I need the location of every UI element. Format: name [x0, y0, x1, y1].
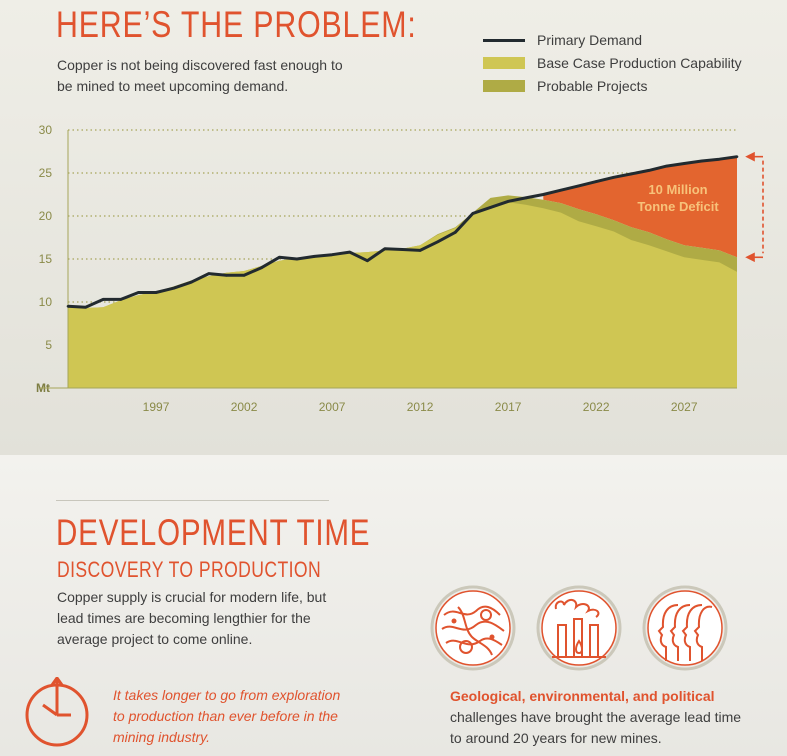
demand-point [348, 250, 351, 254]
section-subtitle: DISCOVERY TO PRODUCTION [57, 557, 322, 582]
demand-point [700, 159, 704, 163]
people-profiles-icon [642, 585, 728, 671]
demand-point [436, 240, 440, 244]
deficit-annotation: Tonne Deficit [637, 199, 719, 214]
demand-point [225, 274, 228, 277]
legend-label: Probable Projects [537, 78, 648, 94]
demand-point [365, 259, 369, 263]
deficit-area [543, 156, 737, 258]
legend-swatch-line [483, 39, 525, 42]
y-tick-label: 5 [45, 338, 52, 352]
demand-point [260, 266, 263, 269]
demand-point [66, 305, 70, 308]
demand-point [454, 231, 457, 234]
topography-icon [430, 585, 516, 671]
demand-point [542, 193, 545, 196]
demand-point [242, 274, 246, 277]
x-tick-label: 2002 [231, 400, 258, 414]
y-tick-label: 10 [39, 295, 53, 309]
demand-point [137, 291, 140, 294]
clock-icon [25, 677, 89, 747]
y-tick-label: 25 [39, 166, 53, 180]
x-tick-label: 2012 [407, 400, 434, 414]
demand-point [119, 298, 123, 301]
demand-point [735, 155, 739, 158]
x-tick-label: 2027 [671, 400, 698, 414]
factory-icon [536, 585, 622, 671]
demand-point [506, 200, 510, 203]
legend-label: Primary Demand [537, 32, 643, 48]
demand-point [489, 206, 492, 209]
challenges-rest: challenges have brought the average lead… [450, 709, 742, 746]
demand-point [682, 162, 686, 165]
chart-subtitle: Copper is not being discovered fast enou… [57, 57, 343, 94]
x-tick-label: 2007 [319, 400, 346, 414]
legend-swatch-base-case [483, 57, 525, 69]
demand-point [277, 255, 281, 259]
demand-point [383, 247, 387, 250]
deficit-annotation: 10 Million [648, 182, 707, 197]
demand-point [647, 169, 651, 172]
base-case-area [68, 202, 737, 388]
demand-point [718, 157, 721, 161]
demand-point [524, 196, 528, 200]
demand-point [313, 255, 316, 258]
demand-point [612, 176, 616, 179]
x-tick-label: 1997 [143, 400, 170, 414]
demand-point [577, 184, 580, 188]
demand-point [665, 164, 668, 168]
demand-point [401, 248, 404, 251]
demand-point [154, 291, 158, 294]
section-title: DEVELOPMENT TIME [56, 512, 371, 553]
demand-point [207, 272, 211, 275]
development-quote: It takes longer to go from exploration t… [113, 687, 341, 745]
y-tick-label: 15 [39, 252, 53, 266]
demand-point [471, 212, 475, 215]
challenge-icons [430, 585, 728, 671]
x-tick-label: 2017 [495, 400, 522, 414]
demand-point [559, 188, 563, 192]
section-body: Copper supply is crucial for modern life… [57, 589, 327, 647]
demand-point [418, 249, 422, 252]
demand-point [330, 253, 334, 256]
demand-point [630, 172, 633, 176]
challenges-text: Geological, environmental, and political… [450, 686, 750, 749]
demand-point [84, 305, 87, 309]
y-tick-label: 20 [39, 209, 53, 223]
x-tick-label: 2022 [583, 400, 610, 414]
section-divider [56, 500, 329, 501]
legend-label: Base Case Production Capability [537, 55, 742, 71]
demand-point [594, 180, 598, 183]
page-title: HERE’S THE PROBLEM: [56, 4, 417, 45]
demand-point [101, 298, 105, 301]
y-tick-label: 30 [39, 123, 53, 137]
demand-point [295, 257, 299, 261]
legend-swatch-probable [483, 80, 525, 92]
demand-point [189, 280, 193, 284]
demand-point [172, 286, 175, 290]
challenges-bold: Geological, environmental, and political [450, 688, 715, 704]
